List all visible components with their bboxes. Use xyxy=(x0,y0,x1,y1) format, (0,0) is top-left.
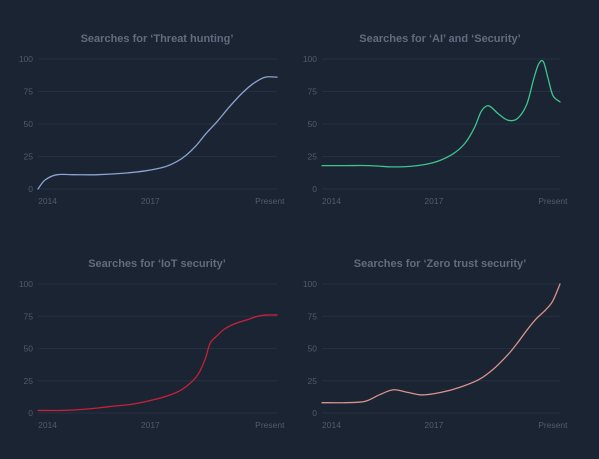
x-tick-label: 2017 xyxy=(141,420,160,430)
y-tick-label: 50 xyxy=(308,344,318,354)
x-tick-label: 2017 xyxy=(424,420,443,430)
x-tick-label: 2014 xyxy=(322,420,341,430)
y-tick-label: 75 xyxy=(308,87,318,97)
y-tick-label: 0 xyxy=(312,184,317,194)
x-tick-label: Present xyxy=(255,420,285,430)
y-tick-label: 50 xyxy=(24,119,34,129)
y-tick-label: 0 xyxy=(28,184,33,194)
y-tick-label: 75 xyxy=(24,87,34,97)
series-line xyxy=(37,314,278,412)
y-tick-label: 100 xyxy=(19,54,33,64)
x-tick-label: 2017 xyxy=(424,196,443,206)
y-tick-label: 50 xyxy=(308,119,318,129)
x-tick-label: 2014 xyxy=(38,196,57,206)
x-tick-label: Present xyxy=(538,196,568,206)
panel-threat-hunting: Searches for ‘Threat hunting’ 0 25 50 75 100… xyxy=(19,33,285,206)
panel-ai-security: Searches for ‘AI’ and ‘Security’ 0 25 50 75… xyxy=(303,33,568,206)
y-tick-label: 25 xyxy=(308,152,318,162)
y-tick-label: 25 xyxy=(308,376,318,386)
panel-title: Searches for ‘AI’ and ‘Security’ xyxy=(359,33,520,45)
series-line xyxy=(321,59,561,168)
panel-zero-trust-security: Searches for ‘Zero trust security’ 0 25 50… xyxy=(303,258,568,430)
panel-title: Searches for ‘Zero trust security’ xyxy=(354,258,526,270)
y-tick-label: 0 xyxy=(312,408,317,418)
x-tick-label: Present xyxy=(538,420,568,430)
y-tick-label: 0 xyxy=(28,408,33,418)
panel-iot-security: Searches for ‘IoT security’ 0 25 50 75 100 20… xyxy=(19,258,285,430)
panel-title: Searches for ‘IoT security’ xyxy=(88,258,226,270)
series-line xyxy=(37,76,278,190)
y-tick-label: 25 xyxy=(24,376,34,386)
panel-title: Searches for ‘Threat hunting’ xyxy=(81,33,234,45)
x-tick-label: Present xyxy=(255,196,285,206)
x-tick-label: 2014 xyxy=(322,196,341,206)
y-tick-label: 100 xyxy=(303,54,317,64)
series-line xyxy=(321,283,561,404)
x-tick-label: 2017 xyxy=(141,196,160,206)
x-tick-label: 2014 xyxy=(38,420,57,430)
y-tick-label: 50 xyxy=(24,344,34,354)
y-tick-label: 75 xyxy=(308,311,318,321)
y-tick-label: 100 xyxy=(303,279,317,289)
y-tick-label: 75 xyxy=(24,311,34,321)
y-tick-label: 25 xyxy=(24,152,34,162)
y-tick-label: 100 xyxy=(19,279,33,289)
